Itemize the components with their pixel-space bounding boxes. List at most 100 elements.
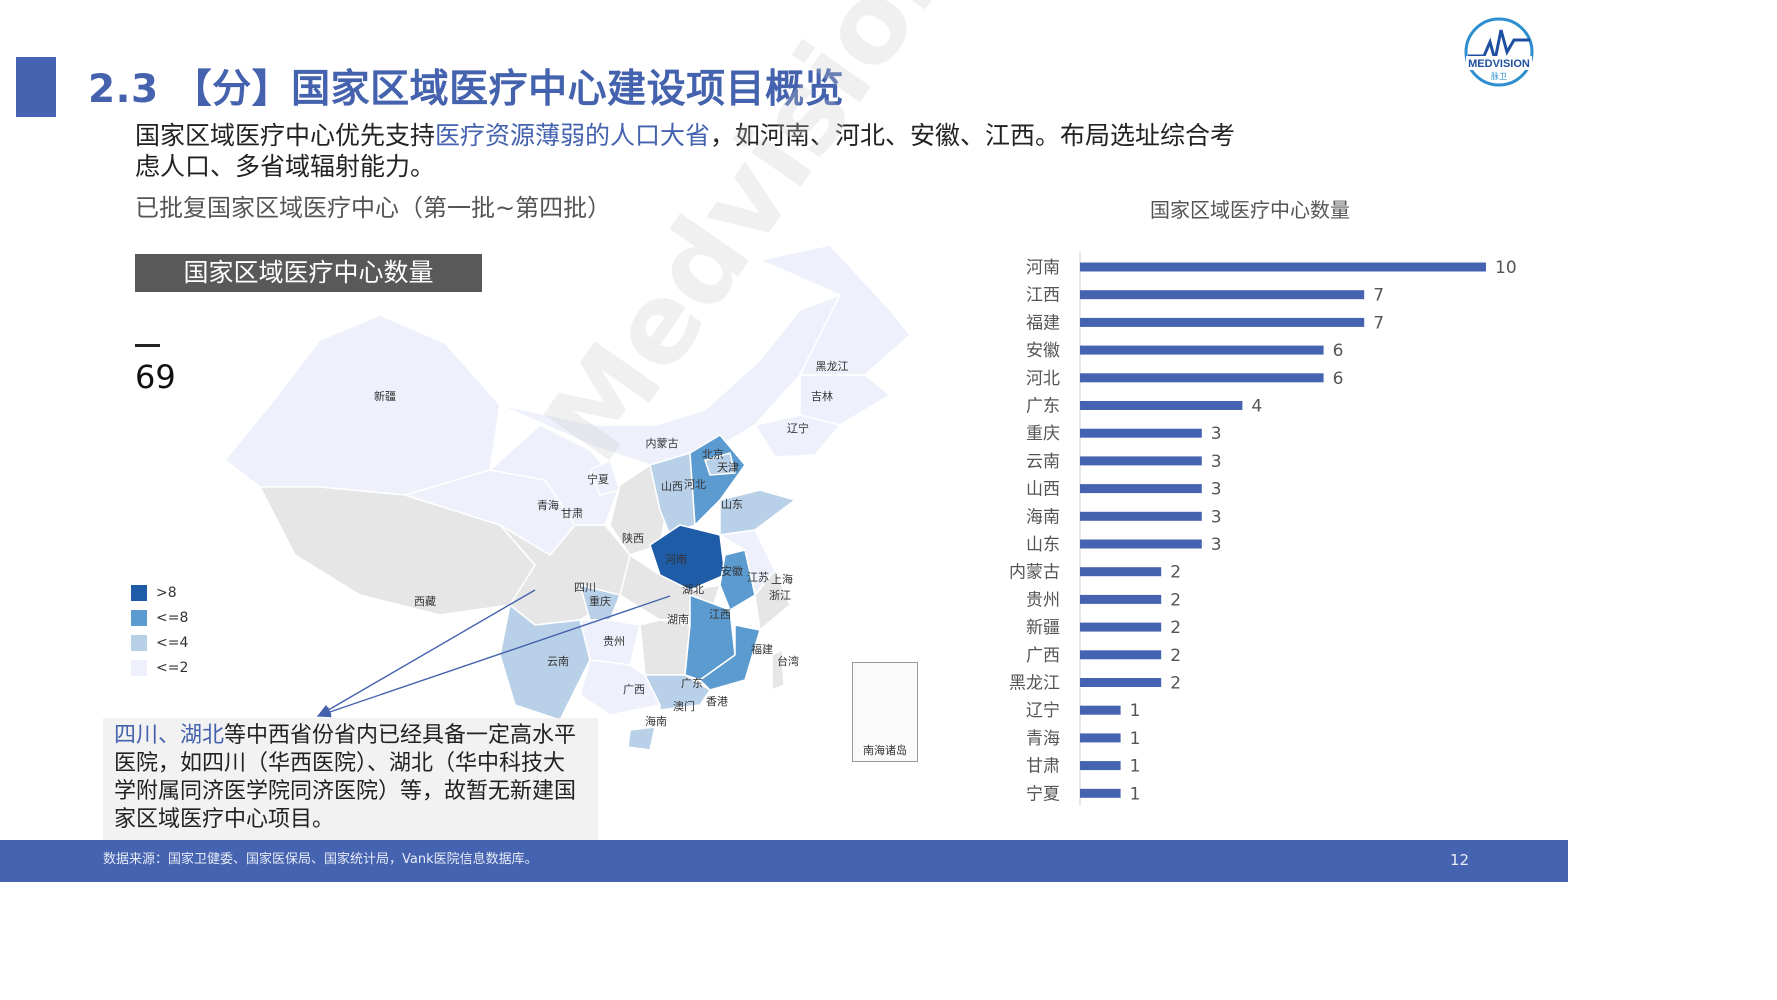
map-label-黑龙江: 黑龙江 <box>816 360 849 373</box>
bar-category-label: 广东 <box>1026 397 1060 417</box>
bar-value-label: 3 <box>1211 535 1222 555</box>
region-shandong <box>719 489 796 536</box>
bar-value-label: 4 <box>1251 397 1262 417</box>
map-label-西藏: 西藏 <box>414 595 436 608</box>
region-taiwan <box>771 649 785 691</box>
bar-category-label: 贵州 <box>1026 590 1060 610</box>
bar-category-label: 安徽 <box>1026 341 1060 361</box>
bar-category-label: 新疆 <box>1026 618 1060 638</box>
map-label-湖北: 湖北 <box>682 583 704 596</box>
bar-value-label: 10 <box>1495 258 1517 278</box>
region-zhejiang <box>754 569 791 631</box>
map-label-山东: 山东 <box>721 498 743 511</box>
map-label-北京: 北京 <box>702 447 724 461</box>
bar-category-label: 福建 <box>1026 313 1060 333</box>
bar-宁夏 <box>1080 788 1121 798</box>
bar-value-label: 1 <box>1130 784 1141 804</box>
map-label-广西: 广西 <box>623 683 645 696</box>
legend-label: <=8 <box>156 609 189 626</box>
bar-河北 <box>1080 373 1324 383</box>
legend-label: <=2 <box>156 659 189 676</box>
bar-value-label: 1 <box>1130 729 1141 749</box>
bar-category-label: 云南 <box>1026 452 1060 472</box>
footer-bar <box>0 840 1568 882</box>
map-label-山西: 山西 <box>661 480 683 493</box>
map-label-青海: 青海 <box>537 498 559 512</box>
map-label-新疆: 新疆 <box>374 389 396 403</box>
section-subheading: 已批复国家区域医疗中心（第一批~第四批） <box>135 194 612 222</box>
bar-value-label: 6 <box>1333 369 1344 389</box>
note-text: 四川、湖北等中西省份省内已经具备一定高水平医院，如四川（华西医院）、湖北（华中科… <box>114 722 584 834</box>
map-label-云南: 云南 <box>547 655 569 668</box>
bar-value-label: 2 <box>1170 674 1181 694</box>
bar-贵州 <box>1080 594 1162 604</box>
bar-value-label: 3 <box>1211 452 1222 472</box>
bar-福建 <box>1080 317 1365 327</box>
bar-安徽 <box>1080 345 1324 355</box>
bar-category-label: 广西 <box>1026 646 1060 666</box>
bar-广东 <box>1080 401 1243 410</box>
map-label-湖南: 湖南 <box>667 613 689 626</box>
map-label-江苏: 江苏 <box>747 571 769 584</box>
map-label-浙江: 浙江 <box>769 589 791 602</box>
bar-category-label: 河北 <box>1026 369 1060 389</box>
bar-category-label: 甘肃 <box>1026 757 1060 777</box>
bar-category-label: 海南 <box>1026 507 1060 527</box>
map-label-香港: 香港 <box>706 695 728 708</box>
map-label-贵州: 贵州 <box>603 635 625 648</box>
bar-山东 <box>1080 539 1202 549</box>
map-label-澳门: 澳门 <box>673 699 695 713</box>
bar-value-label: 2 <box>1170 618 1181 638</box>
bar-value-label: 3 <box>1211 507 1222 527</box>
bar-value-label: 1 <box>1130 701 1141 721</box>
bar-河南 <box>1080 262 1486 272</box>
note-body: 等中西省份省内已经具备一定高水平医院，如四川（华西医院）、湖北（华中科技大学附属… <box>114 723 577 832</box>
legend-label: <=4 <box>156 634 189 651</box>
bar-value-label: 6 <box>1333 341 1344 361</box>
bar-重庆 <box>1080 428 1202 438</box>
legend-item-le2: <=2 <box>131 655 188 680</box>
bar-海南 <box>1080 511 1202 521</box>
bar-category-label: 山西 <box>1026 480 1060 500</box>
bar-value-label: 1 <box>1130 757 1141 777</box>
map-label-甘肃: 甘肃 <box>561 507 583 520</box>
region-jilin <box>799 374 891 426</box>
region-xinjiang <box>224 314 501 496</box>
bar-value-label: 2 <box>1170 563 1181 583</box>
map-label-福建: 福建 <box>751 642 773 656</box>
chart-title: 国家区域医疗中心数量 <box>1150 198 1350 222</box>
bar-category-label: 河南 <box>1026 258 1060 278</box>
south-china-sea-inset: 南海诸岛 <box>852 662 918 762</box>
inset-label: 南海诸岛 <box>863 744 907 757</box>
legend-swatch <box>131 609 147 626</box>
legend-swatch <box>131 659 147 676</box>
map-label-宁夏: 宁夏 <box>587 472 609 486</box>
bar-内蒙古 <box>1080 567 1162 577</box>
map-legend: >8 <=8 <=4 <=2 <box>131 580 188 680</box>
bar-云南 <box>1080 456 1202 466</box>
bar-value-label: 7 <box>1373 286 1384 306</box>
bar-黑龙江 <box>1080 678 1162 687</box>
total-count: 69 <box>135 358 176 396</box>
map-label-陕西: 陕西 <box>622 531 644 545</box>
bar-category-label: 辽宁 <box>1026 701 1060 721</box>
bar-青海 <box>1080 733 1121 743</box>
bar-category-label: 青海 <box>1026 729 1060 749</box>
map-label-河北: 河北 <box>684 478 706 491</box>
map-label-海南: 海南 <box>645 714 667 728</box>
region-liaoning <box>754 414 841 458</box>
bar-江西 <box>1080 290 1365 300</box>
province-bar-chart: 国家区域医疗中心数量 河南 10 江西 7 福建 7 安徽 6 河北 6 广东 4 重庆 3 云南 3 山西 3 海… <box>1009 198 1517 806</box>
region-hunan <box>639 619 691 676</box>
map-label-四川: 四川 <box>574 581 596 594</box>
map-label-安徽: 安徽 <box>721 564 743 578</box>
legend-item-le8: <=8 <box>131 605 188 630</box>
bar-category-label: 江西 <box>1026 286 1060 306</box>
map-label-江西: 江西 <box>709 608 731 621</box>
intro-text-part2: ，如河南、河北、安徽、江西。布局选址综合考虑人口、多省域辐射能力。 <box>135 121 1236 181</box>
total-dash <box>135 344 160 347</box>
intro-highlight: 医疗资源薄弱的人口大省 <box>435 121 711 150</box>
note-highlight: 四川、湖北 <box>114 723 225 748</box>
bar-广西 <box>1080 650 1162 660</box>
map-label-辽宁: 辽宁 <box>787 421 809 435</box>
